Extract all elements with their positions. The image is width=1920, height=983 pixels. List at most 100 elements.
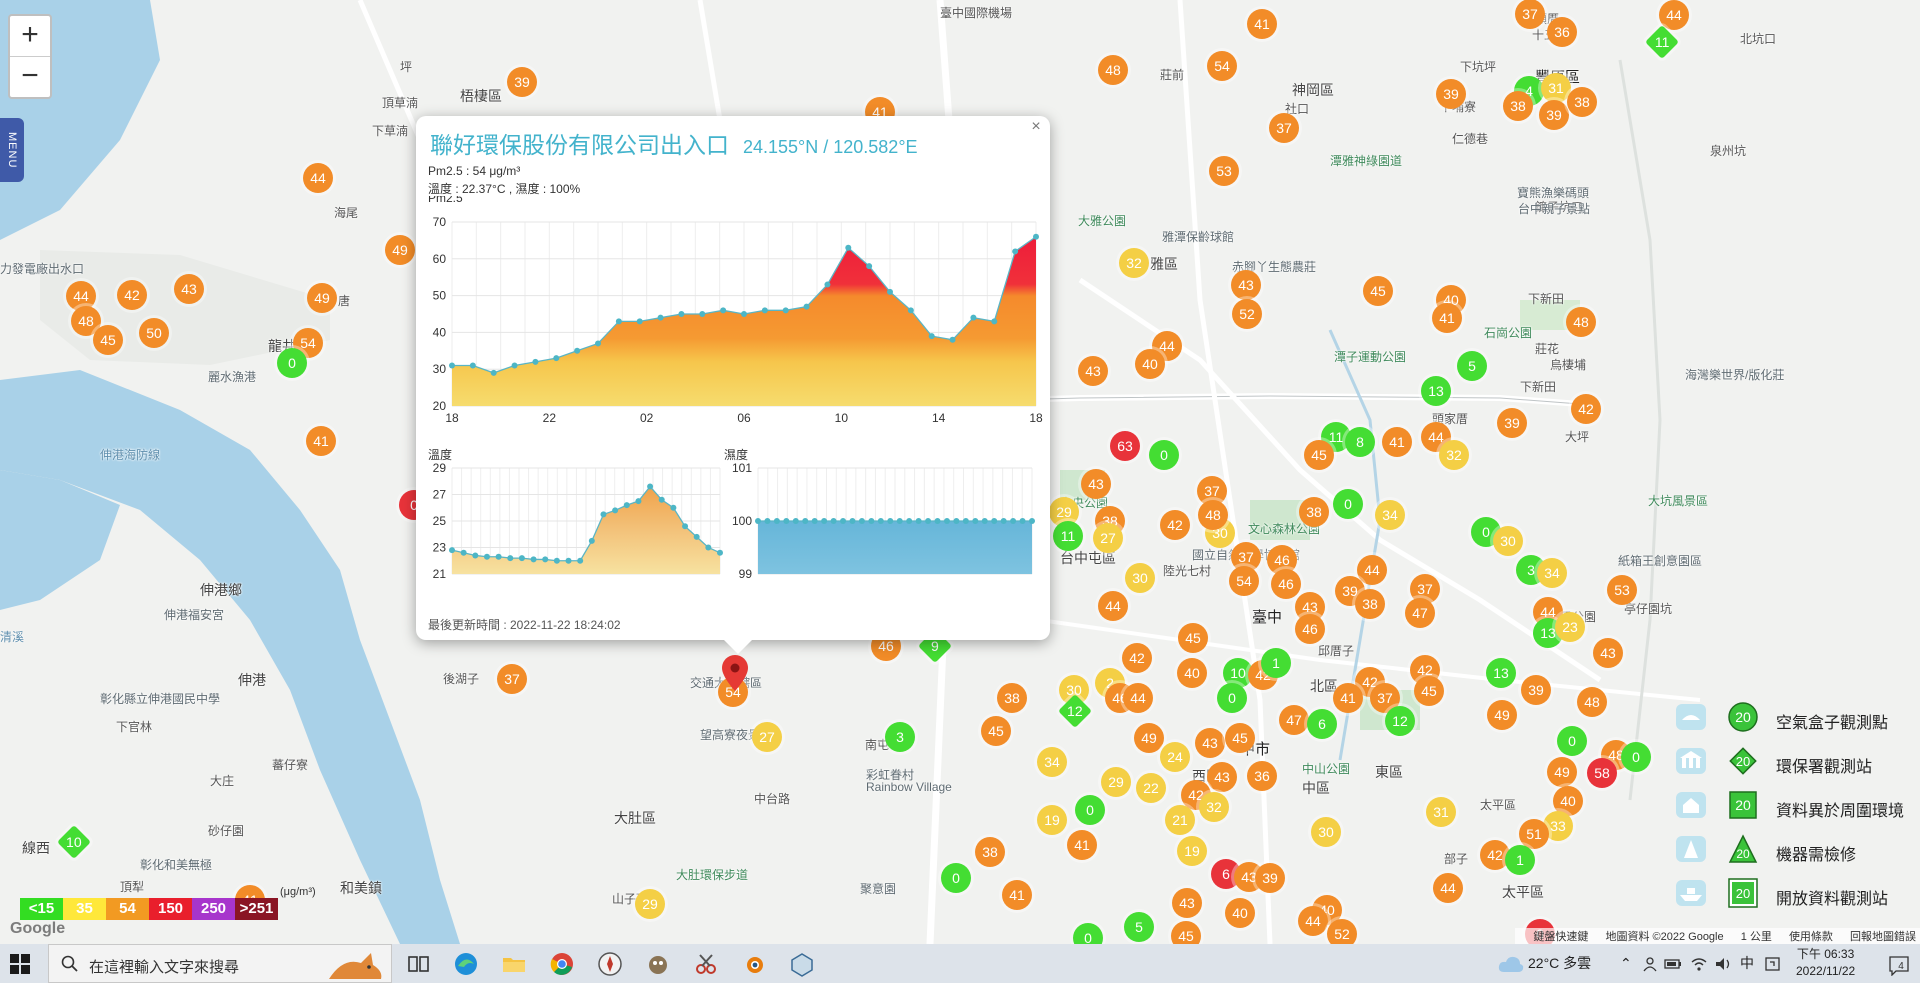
airbox-station-marker[interactable]: 30	[1205, 518, 1235, 548]
airbox-station-marker[interactable]: 46	[1271, 569, 1301, 599]
airbox-station-marker[interactable]: 45	[1414, 676, 1444, 706]
blender-app-icon[interactable]	[740, 950, 768, 978]
airbox-station-marker[interactable]: 30	[1059, 675, 1089, 705]
airbox-station-marker[interactable]: 0	[941, 863, 971, 893]
airbox-station-marker[interactable]: 0	[1149, 440, 1179, 470]
airbox-station-marker[interactable]: 19	[1037, 805, 1067, 835]
notification-center-icon[interactable]: 4	[1888, 954, 1910, 976]
airbox-station-marker[interactable]: 45	[981, 716, 1011, 746]
airbox-station-marker[interactable]: 19	[1177, 836, 1207, 866]
airbox-station-marker[interactable]: 48	[1577, 687, 1607, 717]
airbox-station-marker[interactable]: 43	[1195, 728, 1225, 758]
airbox-station-marker[interactable]: 42	[1571, 394, 1601, 424]
airbox-station-marker[interactable]: 38	[975, 837, 1005, 867]
file-explorer-icon[interactable]	[500, 950, 528, 978]
airbox-station-marker[interactable]: 27	[752, 722, 782, 752]
airbox-station-marker[interactable]: 31	[1541, 73, 1571, 103]
airbox-station-marker[interactable]: 38	[1355, 589, 1385, 619]
airbox-station-marker[interactable]: 39	[507, 67, 537, 97]
airbox-station-marker[interactable]: 49	[307, 283, 337, 313]
ime-indicator[interactable]: 中	[1740, 955, 1754, 971]
airbox-station-marker[interactable]: 45	[1171, 921, 1201, 944]
airbox-station-marker[interactable]: 34	[1037, 747, 1067, 777]
airbox-station-marker[interactable]: 42	[117, 280, 147, 310]
airbox-station-marker[interactable]: 40	[1177, 658, 1207, 688]
airbox-station-marker[interactable]: 32	[1439, 440, 1469, 470]
airbox-station-marker[interactable]: 43	[1593, 638, 1623, 668]
terms-link[interactable]: 使用條款	[1788, 931, 1833, 943]
airbox-station-marker[interactable]: 0	[1217, 683, 1247, 713]
airbox-station-marker[interactable]: 48	[1098, 55, 1128, 85]
windows-start-icon[interactable]	[10, 954, 30, 974]
airbox-station-marker[interactable]: 5	[1124, 912, 1154, 942]
airbox-station-marker[interactable]: 54	[1229, 566, 1259, 596]
airbox-station-marker[interactable]: 36	[1247, 761, 1277, 791]
airbox-station-marker[interactable]: 34	[1537, 558, 1567, 588]
airbox-station-marker[interactable]: 48	[1198, 500, 1228, 530]
airbox-station-marker[interactable]: 39	[1539, 100, 1569, 130]
airbox-station-marker[interactable]: 37	[1515, 0, 1545, 29]
airbox-station-marker[interactable]: 49	[1487, 700, 1517, 730]
airbox-station-marker[interactable]: 0	[1073, 923, 1103, 944]
airbox-station-marker[interactable]: 38	[1567, 87, 1597, 117]
task-view-icon[interactable]	[404, 950, 432, 978]
airbox-station-marker[interactable]: 43	[1081, 469, 1111, 499]
airbox-station-marker[interactable]: 43	[1207, 762, 1237, 792]
airbox-station-marker[interactable]: 44	[1298, 906, 1328, 936]
airbox-station-marker[interactable]: 40	[1225, 898, 1255, 928]
airbox-station-marker[interactable]: 31	[1426, 797, 1456, 827]
airbox-station-marker[interactable]: 40	[1135, 349, 1165, 379]
airbox-station-marker[interactable]: 45	[1225, 723, 1255, 753]
airbox-station-marker[interactable]: 29	[1101, 767, 1131, 797]
airbox-station-marker[interactable]: 44	[303, 163, 333, 193]
airbox-station-marker[interactable]: 51	[1519, 819, 1549, 849]
airbox-station-marker[interactable]: 22	[1136, 773, 1166, 803]
airbox-station-marker[interactable]: 0	[1557, 726, 1587, 756]
airbox-station-marker[interactable]: 38	[997, 683, 1027, 713]
volume-icon[interactable]	[1714, 955, 1732, 973]
airbox-station-marker[interactable]: 0	[1621, 742, 1651, 772]
wifi-icon[interactable]	[1690, 955, 1708, 973]
system-clock[interactable]: 下午 06:33 2022/11/22	[1796, 946, 1855, 980]
keyboard-layout-icon[interactable]	[1764, 955, 1782, 973]
airbox-station-marker[interactable]: 37	[1370, 683, 1400, 713]
airbox-station-marker[interactable]: 39	[1521, 675, 1551, 705]
keyboard-shortcuts-link[interactable]: 鍵盤快速鍵	[1533, 931, 1589, 943]
close-icon[interactable]: ×	[1031, 118, 1041, 135]
airbox-station-marker[interactable]: 0	[1333, 489, 1363, 519]
airbox-station-marker[interactable]: 50	[139, 318, 169, 348]
cloudy-weather-icon[interactable]	[1498, 954, 1524, 974]
airbox-station-marker[interactable]: 41	[1333, 683, 1363, 713]
weather-text[interactable]: 22°C 多雲	[1528, 955, 1592, 971]
airbox-station-marker[interactable]: 48	[1566, 307, 1596, 337]
airbox-station-marker[interactable]: 39	[1497, 408, 1527, 438]
airbox-station-marker[interactable]: 3	[885, 722, 915, 752]
battery-icon[interactable]	[1664, 956, 1682, 972]
airbox-station-marker[interactable]: 41	[1382, 427, 1412, 457]
airbox-station-marker[interactable]: 52	[1232, 299, 1262, 329]
report-error-link[interactable]: 回報地圖錯誤	[1850, 931, 1916, 943]
airbox-station-marker[interactable]: 41	[306, 426, 336, 456]
airbox-station-marker[interactable]: 12	[1385, 706, 1415, 736]
airbox-station-marker[interactable]: 38	[1299, 497, 1329, 527]
airbox-station-marker[interactable]: 39	[1255, 863, 1285, 893]
airbox-station-marker[interactable]: 49	[1547, 757, 1577, 787]
airbox-station-marker[interactable]: 44	[1123, 683, 1153, 713]
airbox-station-marker[interactable]: 38	[1503, 91, 1533, 121]
people-icon[interactable]	[1642, 956, 1658, 972]
airbox-station-marker[interactable]: 30	[1125, 563, 1155, 593]
airbox-station-marker[interactable]: 45	[93, 325, 123, 355]
airbox-station-marker[interactable]: 5	[1457, 351, 1487, 381]
airbox-station-marker[interactable]: 63	[1110, 431, 1140, 461]
airbox-station-marker[interactable]: 47	[1405, 598, 1435, 628]
snipping-tool-icon[interactable]	[692, 950, 720, 978]
airbox-station-marker[interactable]: 43	[174, 274, 204, 304]
airbox-station-marker[interactable]: 46	[1295, 614, 1325, 644]
airbox-station-marker[interactable]: 30	[1311, 817, 1341, 847]
airbox-station-marker[interactable]: 41	[1432, 303, 1462, 333]
zoom-in-button[interactable]: +	[21, 18, 39, 51]
airbox-station-marker[interactable]: 23	[1555, 612, 1585, 642]
airbox-station-marker[interactable]: 41	[1247, 9, 1277, 39]
airbox-station-marker[interactable]: 44	[1357, 555, 1387, 585]
taskbar-search-box[interactable]: 在這裡輸入文字來搜尋	[48, 944, 392, 983]
